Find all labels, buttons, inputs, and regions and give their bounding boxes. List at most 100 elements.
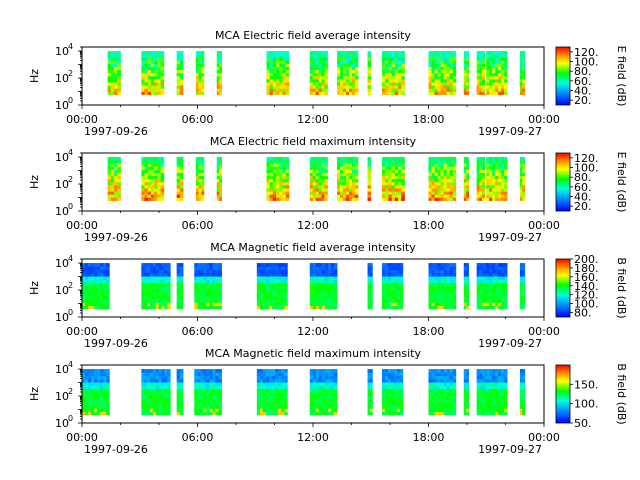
spectrogram-cell — [519, 178, 523, 183]
spectrogram-cell — [443, 178, 448, 183]
spectrogram-cell — [495, 285, 499, 290]
spectrogram-cell — [324, 191, 328, 195]
spectrogram-cell — [443, 78, 448, 83]
spectrogram-cell — [198, 163, 202, 167]
spectrogram-cell — [256, 411, 261, 416]
spectrogram-cell — [321, 51, 325, 55]
spectrogram-cell — [278, 272, 282, 277]
spectrogram-cell — [337, 184, 341, 189]
spectrogram-cell — [164, 411, 168, 416]
spectrogram-cell — [495, 82, 499, 86]
spectrogram-cell — [206, 378, 210, 383]
spectrogram-cell — [498, 405, 502, 409]
spectrogram-cell — [100, 375, 104, 380]
spectrogram-cell — [285, 91, 290, 95]
spectrogram-cell — [466, 305, 470, 310]
spectrogram-cell — [284, 372, 288, 376]
spectrogram-cell — [259, 369, 264, 373]
spectrogram-cell — [466, 191, 470, 195]
spectrogram-cell — [179, 263, 184, 267]
spectrogram-cell — [486, 157, 490, 161]
spectrogram-cell — [446, 57, 451, 61]
spectrogram-cell — [212, 302, 216, 307]
spectrogram-cell — [206, 285, 210, 290]
spectrogram-cell — [476, 378, 480, 383]
spectrogram-cell — [155, 395, 160, 399]
spectrogram-cell — [446, 285, 451, 290]
spectrogram-cell — [160, 160, 165, 164]
spectrogram-cell — [446, 191, 451, 195]
spectrogram-cell — [110, 88, 115, 92]
spectrogram-cell — [367, 398, 371, 403]
spectrogram-cell — [107, 91, 112, 95]
spectrogram-cell — [486, 91, 490, 95]
spectrogram-cell — [449, 378, 454, 383]
spectrogram-cell — [150, 78, 155, 83]
spectrogram-cell — [428, 194, 432, 198]
spectrogram-cell — [399, 266, 404, 270]
spectrogram-cell — [452, 194, 457, 198]
spectrogram-cell — [147, 66, 152, 71]
spectrogram-cell — [262, 388, 267, 393]
spectrogram-cell — [367, 378, 371, 383]
spectrogram-cell — [276, 163, 280, 167]
spectrogram-cell — [495, 269, 499, 274]
spectrogram-cell — [312, 395, 317, 399]
spectrogram-cell — [215, 391, 219, 396]
spectrogram-cell — [463, 181, 467, 186]
spectrogram-cell — [437, 88, 442, 92]
spectrogram-cell — [114, 191, 118, 195]
spectrogram-cell — [100, 279, 104, 284]
spectrogram-cell — [281, 299, 285, 303]
spectrogram-cell — [324, 57, 328, 61]
spectrogram-cell — [276, 184, 280, 189]
spectrogram-cell — [266, 299, 270, 303]
spectrogram-cell — [381, 292, 386, 297]
spectrogram-cell — [315, 91, 320, 95]
spectrogram-cell — [147, 269, 151, 274]
spectrogram-cell — [428, 78, 432, 83]
spectrogram-cell — [179, 178, 184, 183]
spectrogram-cell — [206, 305, 210, 310]
spectrogram-cell — [431, 305, 435, 310]
spectrogram-cell — [501, 51, 505, 55]
spectrogram-cell — [337, 91, 341, 95]
spectrogram-cell — [312, 263, 317, 267]
spectrogram-cell — [443, 401, 448, 406]
spectrogram-cell — [100, 408, 104, 413]
spectrogram-cell — [103, 408, 107, 413]
spectrogram-cell — [393, 263, 398, 267]
spectrogram-cell — [278, 292, 282, 297]
spectrogram-cell — [144, 269, 148, 274]
spectrogram-cell — [431, 398, 435, 403]
spectrogram-cell — [150, 269, 154, 274]
spectrogram-cell — [479, 72, 483, 77]
spectrogram-cell — [259, 279, 264, 284]
spectrogram-cell — [393, 266, 398, 270]
spectrogram-cell — [318, 178, 322, 183]
spectrogram-cell — [396, 369, 401, 373]
spectrogram-cell — [504, 57, 508, 61]
spectrogram-cell — [219, 51, 222, 55]
spectrogram-cell — [201, 194, 205, 198]
spectrogram-cell — [200, 302, 204, 307]
spectrogram-cell — [396, 276, 401, 280]
spectrogram-cell — [279, 85, 283, 89]
spectrogram-cell — [259, 302, 264, 307]
spectrogram-cell — [481, 172, 486, 177]
spectrogram-cell — [519, 302, 523, 307]
spectrogram-cell — [476, 302, 480, 307]
spectrogram-cell — [282, 181, 287, 186]
spectrogram-cell — [367, 85, 372, 89]
spectrogram-cell — [114, 75, 118, 80]
spectrogram-cell — [398, 160, 402, 164]
spectrogram-cell — [161, 305, 165, 310]
spectrogram-cell — [463, 91, 467, 95]
spectrogram-cell — [195, 72, 199, 77]
spectrogram-cell — [391, 166, 396, 170]
spectrogram-cell — [394, 163, 399, 167]
spectrogram-cell — [369, 282, 373, 287]
spectrogram-cell — [114, 88, 118, 92]
spectrogram-cell — [141, 166, 145, 170]
spectrogram-cell — [103, 269, 107, 274]
